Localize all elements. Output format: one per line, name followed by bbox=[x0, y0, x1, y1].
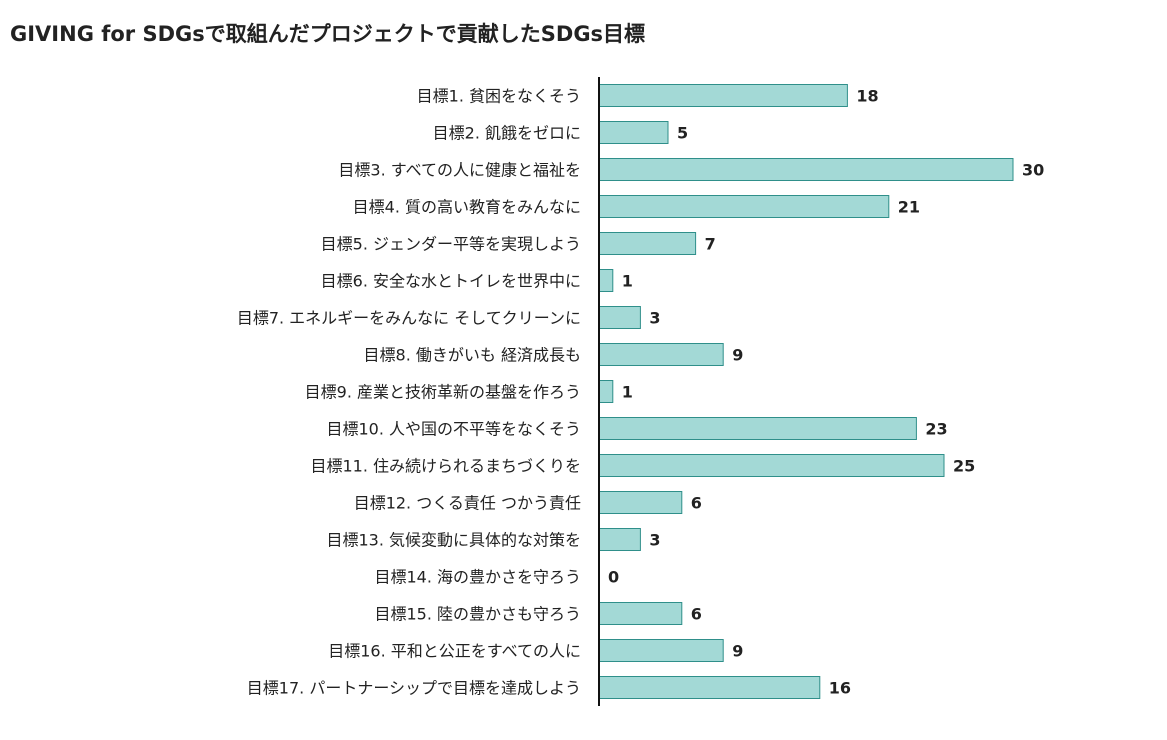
value-label: 16 bbox=[829, 679, 851, 698]
value-label: 1 bbox=[622, 383, 633, 402]
category-label: 目標15. 陸の豊かさも守ろう bbox=[374, 605, 581, 624]
value-label: 9 bbox=[732, 642, 743, 661]
category-label: 目標10. 人や国の不平等をなくそう bbox=[326, 420, 581, 439]
category-label: 目標13. 気候変動に具体的な対策を bbox=[326, 531, 581, 550]
bar bbox=[598, 528, 641, 551]
value-label: 18 bbox=[856, 87, 878, 106]
chart-title: GIVING for SDGsで取組んだプロジェクトで貢献したSDGs目標 bbox=[10, 22, 646, 46]
bar bbox=[598, 602, 683, 625]
value-label: 23 bbox=[925, 420, 947, 439]
category-label: 目標16. 平和と公正をすべての人に bbox=[328, 642, 581, 661]
category-label: 目標12. つくる責任 つかう責任 bbox=[354, 494, 581, 513]
bar bbox=[598, 676, 821, 699]
category-label: 目標8. 働きがいも 経済成長も bbox=[364, 346, 581, 365]
category-label: 目標6. 安全な水とトイレを世界中に bbox=[321, 272, 581, 291]
bar bbox=[598, 380, 614, 403]
value-label: 3 bbox=[649, 309, 660, 328]
value-label: 1 bbox=[622, 272, 633, 291]
category-label: 目標9. 産業と技術革新の基盤を作ろう bbox=[305, 383, 581, 402]
bar bbox=[598, 417, 917, 440]
category-label: 目標11. 住み続けられるまちづくりを bbox=[310, 457, 581, 476]
value-label: 3 bbox=[649, 531, 660, 550]
bar bbox=[598, 232, 697, 255]
value-label: 9 bbox=[732, 346, 743, 365]
category-label: 目標5. ジェンダー平等を実現しよう bbox=[321, 235, 581, 254]
category-label: 目標4. 質の高い教育をみんなに bbox=[353, 198, 581, 217]
value-label: 0 bbox=[608, 568, 619, 587]
value-label: 6 bbox=[691, 605, 702, 624]
bar bbox=[598, 158, 1014, 181]
category-label: 目標7. エネルギーをみんなに そしてクリーンに bbox=[237, 309, 581, 328]
category-label: 目標14. 海の豊かさを守ろう bbox=[374, 568, 581, 587]
value-label: 30 bbox=[1022, 161, 1044, 180]
bar bbox=[598, 195, 890, 218]
bar bbox=[598, 343, 724, 366]
value-label: 21 bbox=[898, 198, 920, 217]
value-label: 5 bbox=[677, 124, 688, 143]
category-label: 目標1. 貧困をなくそう bbox=[417, 87, 581, 106]
category-label: 目標2. 飢餓をゼロに bbox=[433, 124, 581, 143]
category-label: 目標17. パートナーシップで目標を達成しよう bbox=[247, 679, 581, 698]
value-label: 7 bbox=[705, 235, 716, 254]
category-label: 目標3. すべての人に健康と福祉を bbox=[338, 161, 581, 180]
value-label: 6 bbox=[691, 494, 702, 513]
bar bbox=[598, 84, 848, 107]
bar bbox=[598, 306, 641, 329]
value-label: 25 bbox=[953, 457, 975, 476]
bar bbox=[598, 639, 724, 662]
bar bbox=[598, 491, 683, 514]
bar bbox=[598, 269, 614, 292]
bar bbox=[598, 454, 945, 477]
bar bbox=[598, 121, 669, 144]
